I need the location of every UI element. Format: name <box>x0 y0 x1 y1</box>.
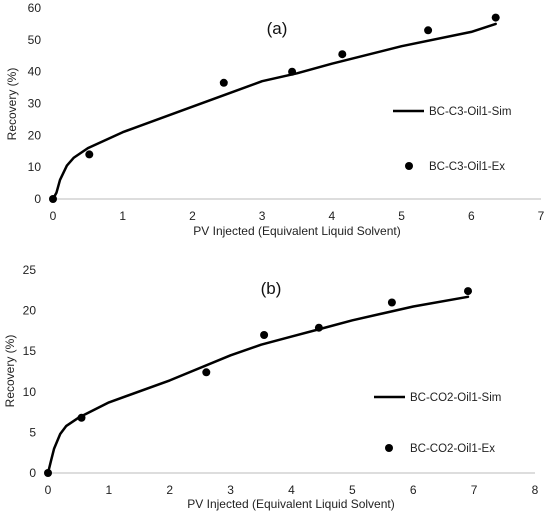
y-tick-label-b-0: 0 <box>29 466 36 480</box>
ex-data-point-b-5 <box>387 298 396 307</box>
x-tick-label-b-1: 1 <box>106 483 113 497</box>
x-tick-label-b-5: 5 <box>349 483 356 497</box>
y-tick-label-b-5: 25 <box>23 263 37 277</box>
ex-data-point-b-3 <box>260 331 269 339</box>
y-axis-title-b: Recovery (%) <box>3 335 17 408</box>
y-tick-labels-a: 0 10 20 30 40 50 60 <box>28 1 42 206</box>
x-tick-label-a-1: 1 <box>119 209 126 223</box>
x-tick-label-b-3: 3 <box>227 483 234 497</box>
ex-data-point-a-3 <box>288 67 297 76</box>
panel-label-a: (a) <box>267 19 288 38</box>
y-tick-label-a-6: 60 <box>28 1 42 15</box>
plot-area-a <box>49 13 500 203</box>
y-tick-label-a-1: 10 <box>28 160 42 174</box>
ex-data-point-a-5 <box>424 26 433 35</box>
y-tick-label-a-5: 50 <box>28 33 42 47</box>
x-axis-title-b: PV Injected (Equivalent Liquid Solvent) <box>187 497 394 511</box>
ex-data-point-b-0 <box>44 469 52 477</box>
y-tick-label-b-3: 15 <box>23 344 37 358</box>
sim-series-line-a <box>51 22 497 201</box>
x-tick-label-a-2: 2 <box>189 209 196 223</box>
y-tick-label-b-4: 20 <box>23 304 37 318</box>
sim-series-line-b <box>46 295 470 475</box>
x-axis-title-a: PV Injected (Equivalent Liquid Solvent) <box>193 224 400 238</box>
y-tick-label-a-4: 40 <box>28 65 42 79</box>
x-tick-labels-a: 0 1 2 3 4 5 6 7 <box>50 209 545 223</box>
x-tick-label-a-3: 3 <box>259 209 266 223</box>
x-tick-label-b-6: 6 <box>410 483 417 497</box>
ex-data-point-b-2 <box>202 368 211 377</box>
y-tick-label-a-0: 0 <box>34 192 41 206</box>
y-tick-label-a-2: 20 <box>28 128 42 142</box>
x-tick-labels-b: 0 1 2 3 4 5 6 7 8 <box>45 483 539 497</box>
ex-data-point-b-1 <box>77 413 86 422</box>
plot-area-b <box>44 287 472 477</box>
legend-entry-ex-b: BC-CO2-Oil1-Ex <box>410 443 495 455</box>
legend-marker-swatch-b <box>385 444 393 452</box>
x-tick-label-b-0: 0 <box>45 483 52 497</box>
ex-data-point-a-6 <box>491 13 500 22</box>
chart-panel-b: (b) PV Injected (Equivalent Liquid Solve… <box>3 263 539 511</box>
legend-entry-ex-a: BC-C3-Oil1-Ex <box>429 161 505 173</box>
x-tick-label-b-8: 8 <box>532 483 539 497</box>
x-tick-label-b-2: 2 <box>166 483 173 497</box>
y-tick-label-b-2: 10 <box>23 385 37 399</box>
x-tick-label-a-5: 5 <box>398 209 405 223</box>
legend-entry-sim-a: BC-C3-Oil1-Sim <box>429 106 511 118</box>
y-axis-title-a: Recovery (%) <box>5 68 19 141</box>
x-tick-label-a-7: 7 <box>538 209 545 223</box>
legend-a: BC-C3-Oil1-Sim BC-C3-Oil1-Ex <box>393 106 511 173</box>
y-tick-label-b-1: 5 <box>29 425 36 439</box>
ex-data-point-b-6 <box>464 287 472 296</box>
ex-data-point-a-2 <box>219 78 228 87</box>
x-tick-label-a-4: 4 <box>329 209 336 223</box>
x-tick-label-a-0: 0 <box>50 209 57 223</box>
x-tick-label-a-6: 6 <box>468 209 475 223</box>
legend-b: BC-CO2-Oil1-Sim BC-CO2-Oil1-Ex <box>374 392 501 455</box>
y-tick-label-a-3: 30 <box>28 97 42 111</box>
chart-panel-a: (a) PV Injected (Equivalent Liquid Solve… <box>5 1 545 238</box>
legend-marker-swatch-a <box>405 162 413 170</box>
legend-entry-sim-b: BC-CO2-Oil1-Sim <box>410 392 501 404</box>
ex-data-point-a-1 <box>85 150 94 159</box>
panel-label-b: (b) <box>261 279 282 298</box>
x-tick-label-b-4: 4 <box>288 483 295 497</box>
y-tick-labels-b: 0 5 10 15 20 25 <box>23 263 37 480</box>
ex-data-point-a-0 <box>49 195 57 203</box>
ex-data-point-b-4 <box>314 323 323 332</box>
x-tick-label-b-7: 7 <box>471 483 478 497</box>
ex-data-point-a-4 <box>338 50 347 59</box>
